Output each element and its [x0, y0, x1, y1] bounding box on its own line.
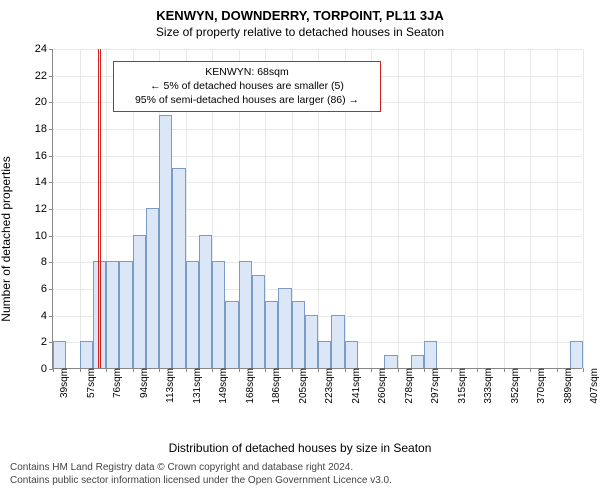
- gridline-v: [583, 49, 584, 368]
- histogram-bar: [80, 341, 93, 368]
- x-tick-label: 186sqm: [265, 368, 282, 404]
- histogram-bar: [119, 261, 132, 368]
- annotation-line: ← 5% of detached houses are smaller (5): [120, 79, 374, 93]
- x-tick-label: 297sqm: [424, 368, 441, 404]
- gridline-v: [451, 49, 452, 368]
- gridline-v: [477, 49, 478, 368]
- annotation-line: KENWYN: 68sqm: [120, 65, 374, 79]
- histogram-bar: [424, 341, 437, 368]
- gridline-v: [504, 49, 505, 368]
- histogram-bar: [570, 341, 583, 368]
- x-tick-label: 39sqm: [53, 368, 70, 398]
- x-tick-label: 131sqm: [186, 368, 203, 404]
- gridline-v: [424, 49, 425, 368]
- gridline-v: [530, 49, 531, 368]
- histogram-bar: [146, 208, 159, 368]
- histogram-bar: [265, 301, 278, 368]
- footer-line: Contains HM Land Registry data © Crown c…: [10, 461, 590, 474]
- y-tick-label: 24: [35, 43, 53, 55]
- x-tick-label: 333sqm: [477, 368, 494, 404]
- histogram-bar: [159, 115, 172, 368]
- gridline-v: [557, 49, 558, 368]
- histogram-bar: [318, 341, 331, 368]
- x-tick-label: 407sqm: [583, 368, 600, 404]
- histogram-bar: [186, 261, 199, 368]
- histogram-bar: [199, 235, 212, 368]
- x-tick-label: 352sqm: [504, 368, 521, 404]
- chart-title: KENWYN, DOWNDERRY, TORPOINT, PL11 3JA: [0, 0, 600, 23]
- histogram-bar: [411, 355, 424, 368]
- y-tick-label: 4: [41, 310, 53, 322]
- y-tick-label: 2: [41, 336, 53, 348]
- x-tick-label: 205sqm: [292, 368, 309, 404]
- histogram-bar: [106, 261, 119, 368]
- histogram-bar: [225, 301, 238, 368]
- reference-line: [98, 49, 99, 368]
- annotation-box: KENWYN: 68sqm← 5% of detached houses are…: [113, 61, 381, 112]
- y-tick-label: 12: [35, 203, 53, 215]
- x-tick-label: 168sqm: [239, 368, 256, 404]
- x-axis-label: Distribution of detached houses by size …: [0, 439, 600, 455]
- histogram-bar: [331, 315, 344, 368]
- x-tick-label: 76sqm: [106, 368, 123, 398]
- reference-line: [100, 49, 101, 368]
- x-tick-label: 260sqm: [371, 368, 388, 404]
- y-axis-label: Number of detached properties: [0, 156, 13, 321]
- x-tick-label: 149sqm: [212, 368, 229, 404]
- y-tick-label: 22: [35, 70, 53, 82]
- y-tick-label: 6: [41, 283, 53, 295]
- histogram-bar: [278, 288, 291, 368]
- gridline-v: [398, 49, 399, 368]
- histogram-bar: [212, 261, 225, 368]
- gridline-v: [80, 49, 81, 368]
- x-tick-label: 94sqm: [133, 368, 150, 398]
- x-tick-label: 57sqm: [80, 368, 97, 398]
- x-tick-label: 278sqm: [398, 368, 415, 404]
- histogram-bar: [384, 355, 397, 368]
- footer-attribution: Contains HM Land Registry data © Crown c…: [0, 455, 600, 487]
- y-tick-label: 10: [35, 230, 53, 242]
- y-tick-label: 20: [35, 96, 53, 108]
- y-tick-label: 14: [35, 176, 53, 188]
- histogram-bar: [292, 301, 305, 368]
- histogram-bar: [239, 261, 252, 368]
- y-tick-label: 0: [41, 363, 53, 375]
- plot-area: 02468101214161820222439sqm57sqm76sqm94sq…: [52, 49, 582, 369]
- x-tick-label: 370sqm: [530, 368, 547, 404]
- footer-line: Contains public sector information licen…: [10, 474, 590, 487]
- histogram-bar: [53, 341, 66, 368]
- chart-subtitle: Size of property relative to detached ho…: [0, 23, 600, 39]
- y-tick-label: 18: [35, 123, 53, 135]
- annotation-line: 95% of semi-detached houses are larger (…: [120, 93, 374, 107]
- histogram-bar: [345, 341, 358, 368]
- histogram-bar: [305, 315, 318, 368]
- y-tick-label: 8: [41, 256, 53, 268]
- x-tick-label: 389sqm: [557, 368, 574, 404]
- x-tick-label: 113sqm: [159, 368, 176, 403]
- histogram-bar: [133, 235, 146, 368]
- histogram-bar: [93, 261, 106, 368]
- x-tick-label: 241sqm: [345, 368, 362, 404]
- x-tick-label: 315sqm: [451, 368, 468, 404]
- x-tick-label: 223sqm: [318, 368, 335, 404]
- histogram-bar: [172, 168, 185, 368]
- histogram-bar: [252, 275, 265, 368]
- y-tick-label: 16: [35, 150, 53, 162]
- chart-area: Number of detached properties 0246810121…: [0, 39, 600, 439]
